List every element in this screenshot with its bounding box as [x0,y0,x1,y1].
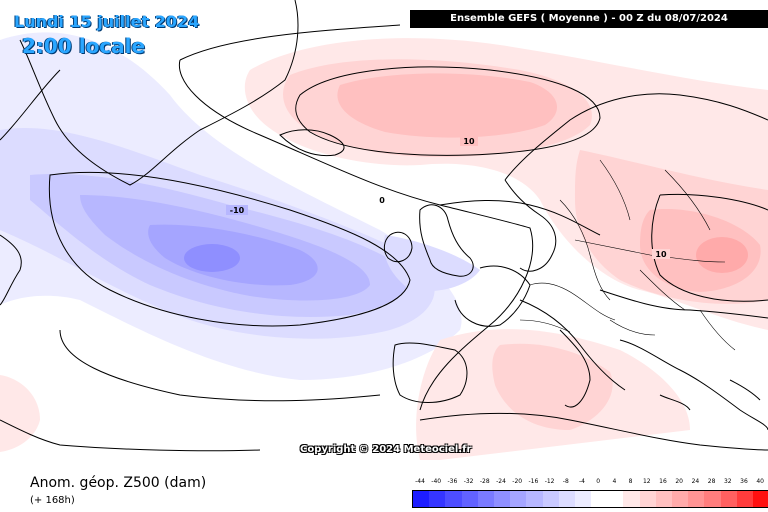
contour-label-north: 10 [463,137,475,146]
legend-swatch [574,491,592,507]
legend-tick-label: 0 [596,478,601,485]
legend-tick-label: -40 [431,478,442,485]
coastlines [0,0,768,451]
legend-tick-label: 16 [659,478,667,485]
anomaly-isolines [0,24,768,452]
positive-anomaly-shading [0,38,768,460]
contour-label-zero: 0 [379,196,385,205]
legend-tick-label: -44 [415,478,425,485]
legend-swatch [558,491,575,507]
legend-swatch [720,491,737,507]
copyright-notice: Copyright © 2024 Meteociel.fr [300,444,472,455]
contour-negative-10 [48,171,411,327]
legend-swatch [542,491,559,507]
legend-swatches [412,490,768,508]
legend-tick-label: 12 [642,478,651,485]
legend-swatch [623,491,640,507]
country-borders [519,159,736,351]
color-scale-legend: -44 -40 -36 -32 -28 -24 -20 -16 -12 -8 -4 0 4 8 12 16 20… [412,478,768,508]
legend-swatch [688,491,705,507]
legend-swatch [477,491,494,507]
legend-swatch [493,491,511,507]
legend-swatch [591,491,608,507]
anomaly-map: 10 -10 0 10 [0,0,768,460]
legend-tick-label: -12 [544,478,555,485]
legend-swatch [704,491,721,507]
legend-swatch [607,491,624,507]
forecast-date: Lundi 15 juillet 2024 [14,12,200,31]
footer: Anom. géop. Z500 (dam) (+ 168h) -44 -40 -3… [0,460,768,512]
legend-swatch [672,491,689,507]
variable-name: Anom. géop. Z500 (dam) [30,475,207,491]
legend-tick-label: 40 [756,478,765,485]
contour-positive-10-east [651,193,768,302]
legend-tick-label: 36 [740,478,748,485]
legend-tick-label: -16 [528,478,539,485]
contour-positive-10-north [295,66,601,156]
legend-swatch [510,491,527,507]
legend-tick-label: -36 [447,478,458,485]
legend-swatch [445,491,462,507]
legend-tick-label: 32 [723,478,732,485]
legend-swatch [413,491,430,507]
legend-swatch [429,491,446,507]
contour-label-east: 10 [655,250,667,259]
legend-tick-label: -4 [579,478,585,485]
legend-swatch [736,491,753,507]
lead-time: (+ 168h) [30,495,75,506]
legend-swatch [526,491,543,507]
contour-labels: 10 -10 0 10 [226,136,670,259]
legend-swatch [461,491,478,507]
legend-swatch [655,491,672,507]
legend-tick-label: -8 [562,478,569,485]
legend-labels: -44 -40 -36 -32 -28 -24 -20 -16 -12 -8 -4 0 4 8 12 16 20… [412,478,764,488]
legend-tick-label: -32 [463,478,474,485]
legend-tick-label: 4 [612,478,617,485]
contour-label-west: -10 [230,206,245,215]
forecast-local-time: 2:00 locale [22,34,146,58]
legend-tick-label: -20 [512,478,523,485]
legend-tick-label: 28 [707,478,716,485]
legend-swatch [752,491,768,507]
legend-tick-label: 20 [675,478,684,485]
legend-swatch [639,491,656,507]
legend-tick-label: -24 [496,478,506,485]
legend-tick-label: -28 [479,478,490,485]
model-run-banner: Ensemble GEFS ( Moyenne ) - 00 Z du 08/0… [410,10,768,28]
legend-tick-label: 24 [691,478,700,485]
legend-tick-label: 8 [628,478,633,485]
contour-zero [0,24,534,411]
